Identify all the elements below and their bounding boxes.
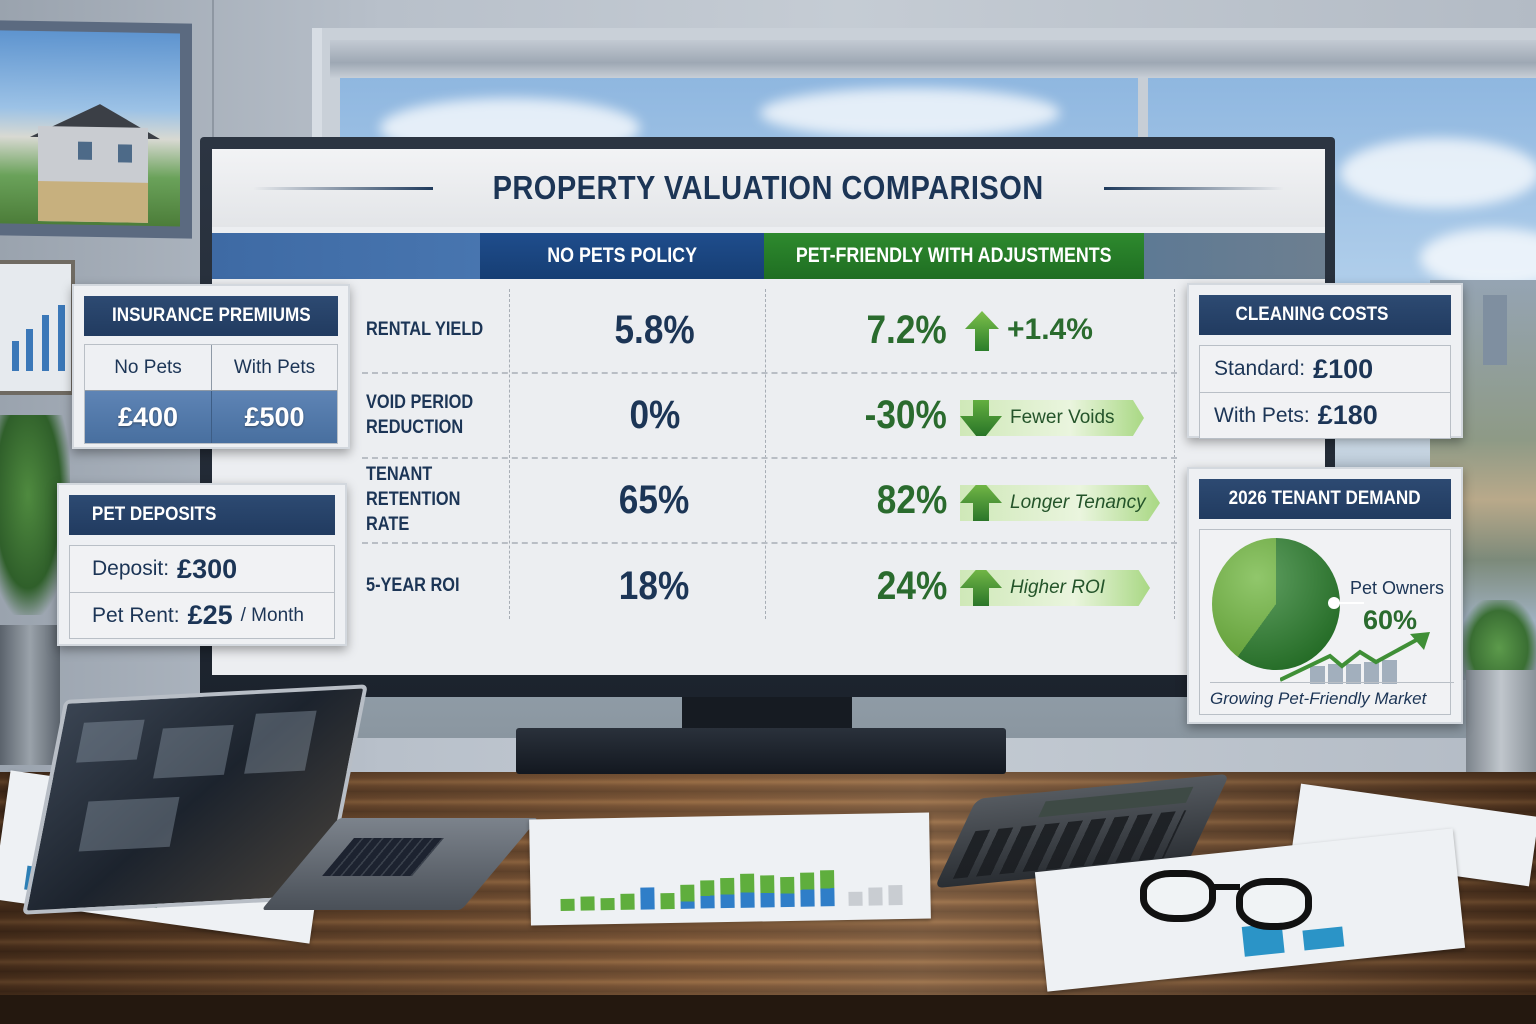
insurance-value-with-pets: £500 bbox=[211, 391, 337, 443]
insurance-grid: No Pets With Pets £400 £500 bbox=[84, 344, 338, 444]
cleaning-costs-panel: CLEANING COSTS Standard: £100 With Pets: £… bbox=[1187, 283, 1463, 439]
standard-cleaning-line: Standard: £100 bbox=[1214, 353, 1374, 384]
panel-header: 2026 TENANT DEMAND bbox=[1199, 479, 1451, 519]
monitor-stand-base bbox=[516, 728, 1006, 774]
plant-pot-left bbox=[0, 625, 60, 765]
no-pets-value: 65% bbox=[619, 478, 690, 522]
title-rule-right bbox=[1103, 186, 1284, 190]
pie-pointer bbox=[1334, 602, 1364, 604]
insurance-header-no-pets: No Pets bbox=[85, 345, 211, 391]
longer-tenancy-badge: Longer Tenancy bbox=[960, 485, 1160, 521]
pet-friendly-value: 24% bbox=[876, 564, 948, 608]
insurance-value-no-pets: £400 bbox=[85, 391, 211, 443]
wall-bar-chart bbox=[0, 260, 75, 395]
no-pets-value: 18% bbox=[619, 564, 690, 608]
pet-friendly-value: 7.2% bbox=[866, 308, 947, 352]
pet-deposits-panel: PET DEPOSITS Deposit: £300 Pet Rent: £25/ … bbox=[57, 483, 347, 646]
no-pets-value: 0% bbox=[629, 393, 680, 437]
pets-cleaning-line: With Pets: £180 bbox=[1200, 392, 1450, 438]
column-divider bbox=[1174, 289, 1175, 619]
house-photo bbox=[0, 30, 180, 227]
tenant-demand-chart: Pet Owners 60% Growing Pet-Friendly Mark… bbox=[1199, 529, 1454, 715]
trend-up-arrow-icon bbox=[1280, 632, 1430, 682]
house-photo-frame bbox=[0, 20, 192, 239]
pie-segment-label: Pet Owners bbox=[1350, 578, 1445, 598]
deposit-line: Deposit: £300 bbox=[92, 553, 238, 584]
plant-right bbox=[1462, 600, 1536, 680]
pet-owners-pie-chart bbox=[1212, 538, 1340, 670]
column-header-pet-friendly: PET-FRIENDLY WITH ADJUSTMENTS bbox=[764, 233, 1144, 279]
report-paper-center bbox=[529, 812, 931, 926]
pet-friendly-value: 82% bbox=[876, 478, 948, 522]
pet-friendly-value: -30% bbox=[864, 393, 947, 437]
table-row-rental-yield: RENTAL YIELD 5.8% 7.2% +1.4% bbox=[362, 289, 1177, 374]
page-title: PROPERTY VALUATION COMPARISON bbox=[492, 169, 1045, 206]
window-blind-rail bbox=[330, 40, 1536, 78]
monitor: PROPERTY VALUATION COMPARISON NO PETS PO… bbox=[200, 137, 1335, 697]
reading-glasses bbox=[1140, 866, 1330, 932]
column-header-row: NO PETS POLICY PET-FRIENDLY WITH ADJUSTM… bbox=[212, 233, 1325, 279]
glasses-lens-left bbox=[1140, 870, 1216, 922]
title-bar: PROPERTY VALUATION COMPARISON bbox=[212, 149, 1325, 227]
plant-pot-right bbox=[1466, 670, 1536, 780]
title-rule-left bbox=[253, 186, 434, 190]
pie-segment-value: 60% bbox=[1363, 605, 1418, 635]
pet-rent-line: Pet Rent: £25/ Month bbox=[70, 592, 334, 638]
column-divider bbox=[509, 289, 510, 619]
window-mullion bbox=[1138, 78, 1148, 158]
row-label: TENANT RETENTION RATE bbox=[366, 464, 461, 535]
arrow-up-icon bbox=[960, 570, 1002, 606]
city-tower bbox=[1483, 295, 1507, 365]
glasses-lens-right bbox=[1236, 878, 1312, 930]
panel-header: INSURANCE PREMIUMS bbox=[84, 296, 338, 336]
desk-edge bbox=[0, 995, 1536, 1024]
panel-header: CLEANING COSTS bbox=[1199, 295, 1451, 335]
growth-bars bbox=[1310, 658, 1400, 684]
higher-roi-badge: Higher ROI bbox=[960, 570, 1150, 606]
panel-header: PET DEPOSITS bbox=[69, 495, 335, 535]
tenant-demand-footer: Growing Pet-Friendly Market bbox=[1210, 682, 1454, 709]
monitor-stand-neck bbox=[682, 697, 852, 733]
comparison-table: RENTAL YIELD 5.8% 7.2% +1.4% VOID PERIOD… bbox=[362, 289, 1177, 629]
pie-pointer-dot bbox=[1328, 597, 1340, 609]
insurance-header-with-pets: With Pets bbox=[211, 345, 337, 391]
table-row-tenant-retention: TENANT RETENTION RATE 65% 82% Longer Ten… bbox=[362, 459, 1177, 544]
row-label: RENTAL YIELD bbox=[366, 319, 484, 341]
arrow-up-icon bbox=[960, 485, 1002, 521]
column-divider bbox=[765, 289, 766, 619]
pet-deposits-body: Deposit: £300 Pet Rent: £25/ Month bbox=[69, 545, 335, 639]
row-label: 5-YEAR ROI bbox=[366, 575, 460, 597]
table-row-void-period: VOID PERIOD REDUCTION 0% -30% Fewer Void… bbox=[362, 374, 1177, 459]
rental-yield-delta: +1.4% bbox=[1007, 313, 1093, 346]
arrow-down-icon bbox=[960, 400, 1002, 436]
tenant-demand-panel: 2026 TENANT DEMAND Pet Owners 60% Growin… bbox=[1187, 467, 1463, 724]
cleaning-costs-body: Standard: £100 With Pets: £180 bbox=[1199, 345, 1451, 439]
fewer-voids-badge: Fewer Voids bbox=[960, 400, 1144, 436]
arrow-up-icon bbox=[965, 311, 999, 351]
no-pets-value: 5.8% bbox=[614, 308, 695, 352]
table-row-5-year-roi: 5-YEAR ROI 18% 24% Higher ROI bbox=[362, 544, 1177, 629]
column-header-no-pets: NO PETS POLICY bbox=[480, 233, 764, 279]
dashboard-screen: PROPERTY VALUATION COMPARISON NO PETS PO… bbox=[212, 149, 1325, 675]
row-label: VOID PERIOD REDUCTION bbox=[366, 391, 474, 438]
insurance-premiums-panel: INSURANCE PREMIUMS No Pets With Pets £40… bbox=[72, 284, 350, 449]
glasses-bridge bbox=[1212, 884, 1240, 890]
